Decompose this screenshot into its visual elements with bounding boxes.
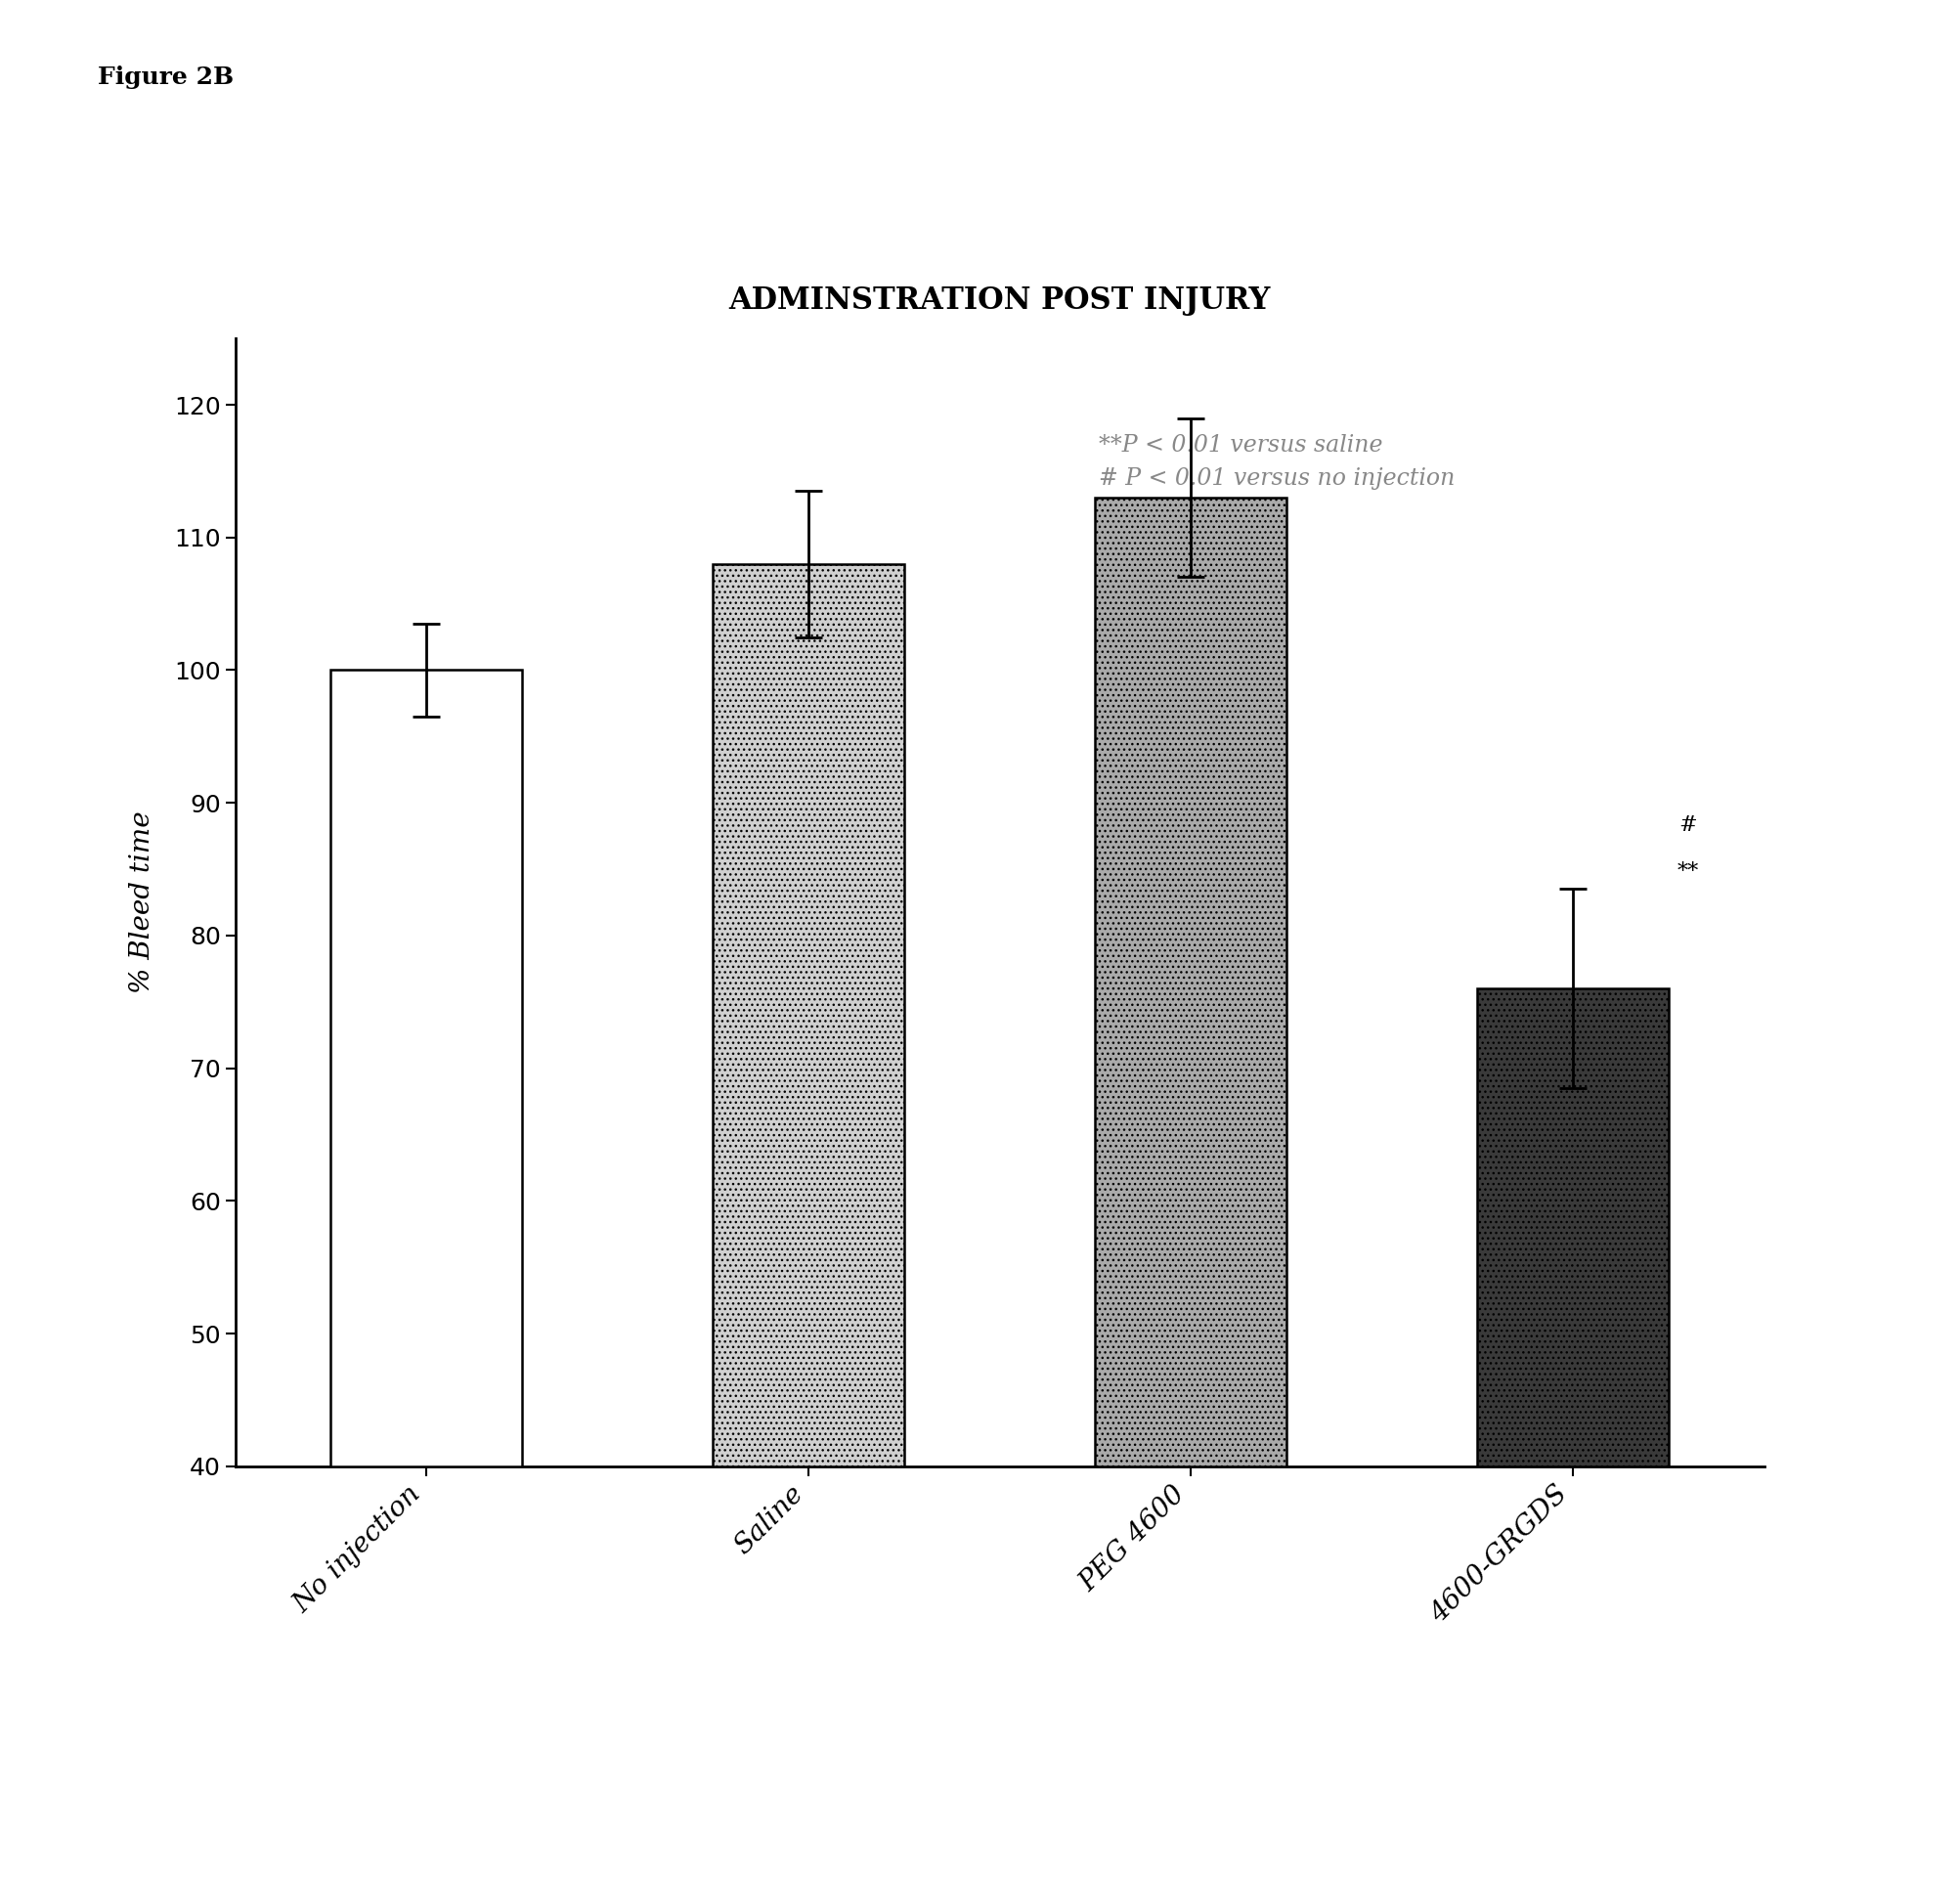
Text: **: **	[1676, 861, 1699, 882]
Text: Figure 2B: Figure 2B	[98, 66, 233, 88]
Text: **P < 0.01 versus saline
# P < 0.01 versus no injection: **P < 0.01 versus saline # P < 0.01 vers…	[1100, 434, 1454, 491]
Bar	[713, 564, 904, 1466]
Bar	[331, 669, 521, 1466]
Y-axis label: % Bleed time: % Bleed time	[129, 810, 155, 995]
Bar	[1096, 498, 1286, 1466]
Bar	[1478, 989, 1668, 1466]
Title: ADMINSTRATION POST INJURY: ADMINSTRATION POST INJURY	[729, 286, 1270, 316]
Text: #: #	[1678, 814, 1697, 837]
